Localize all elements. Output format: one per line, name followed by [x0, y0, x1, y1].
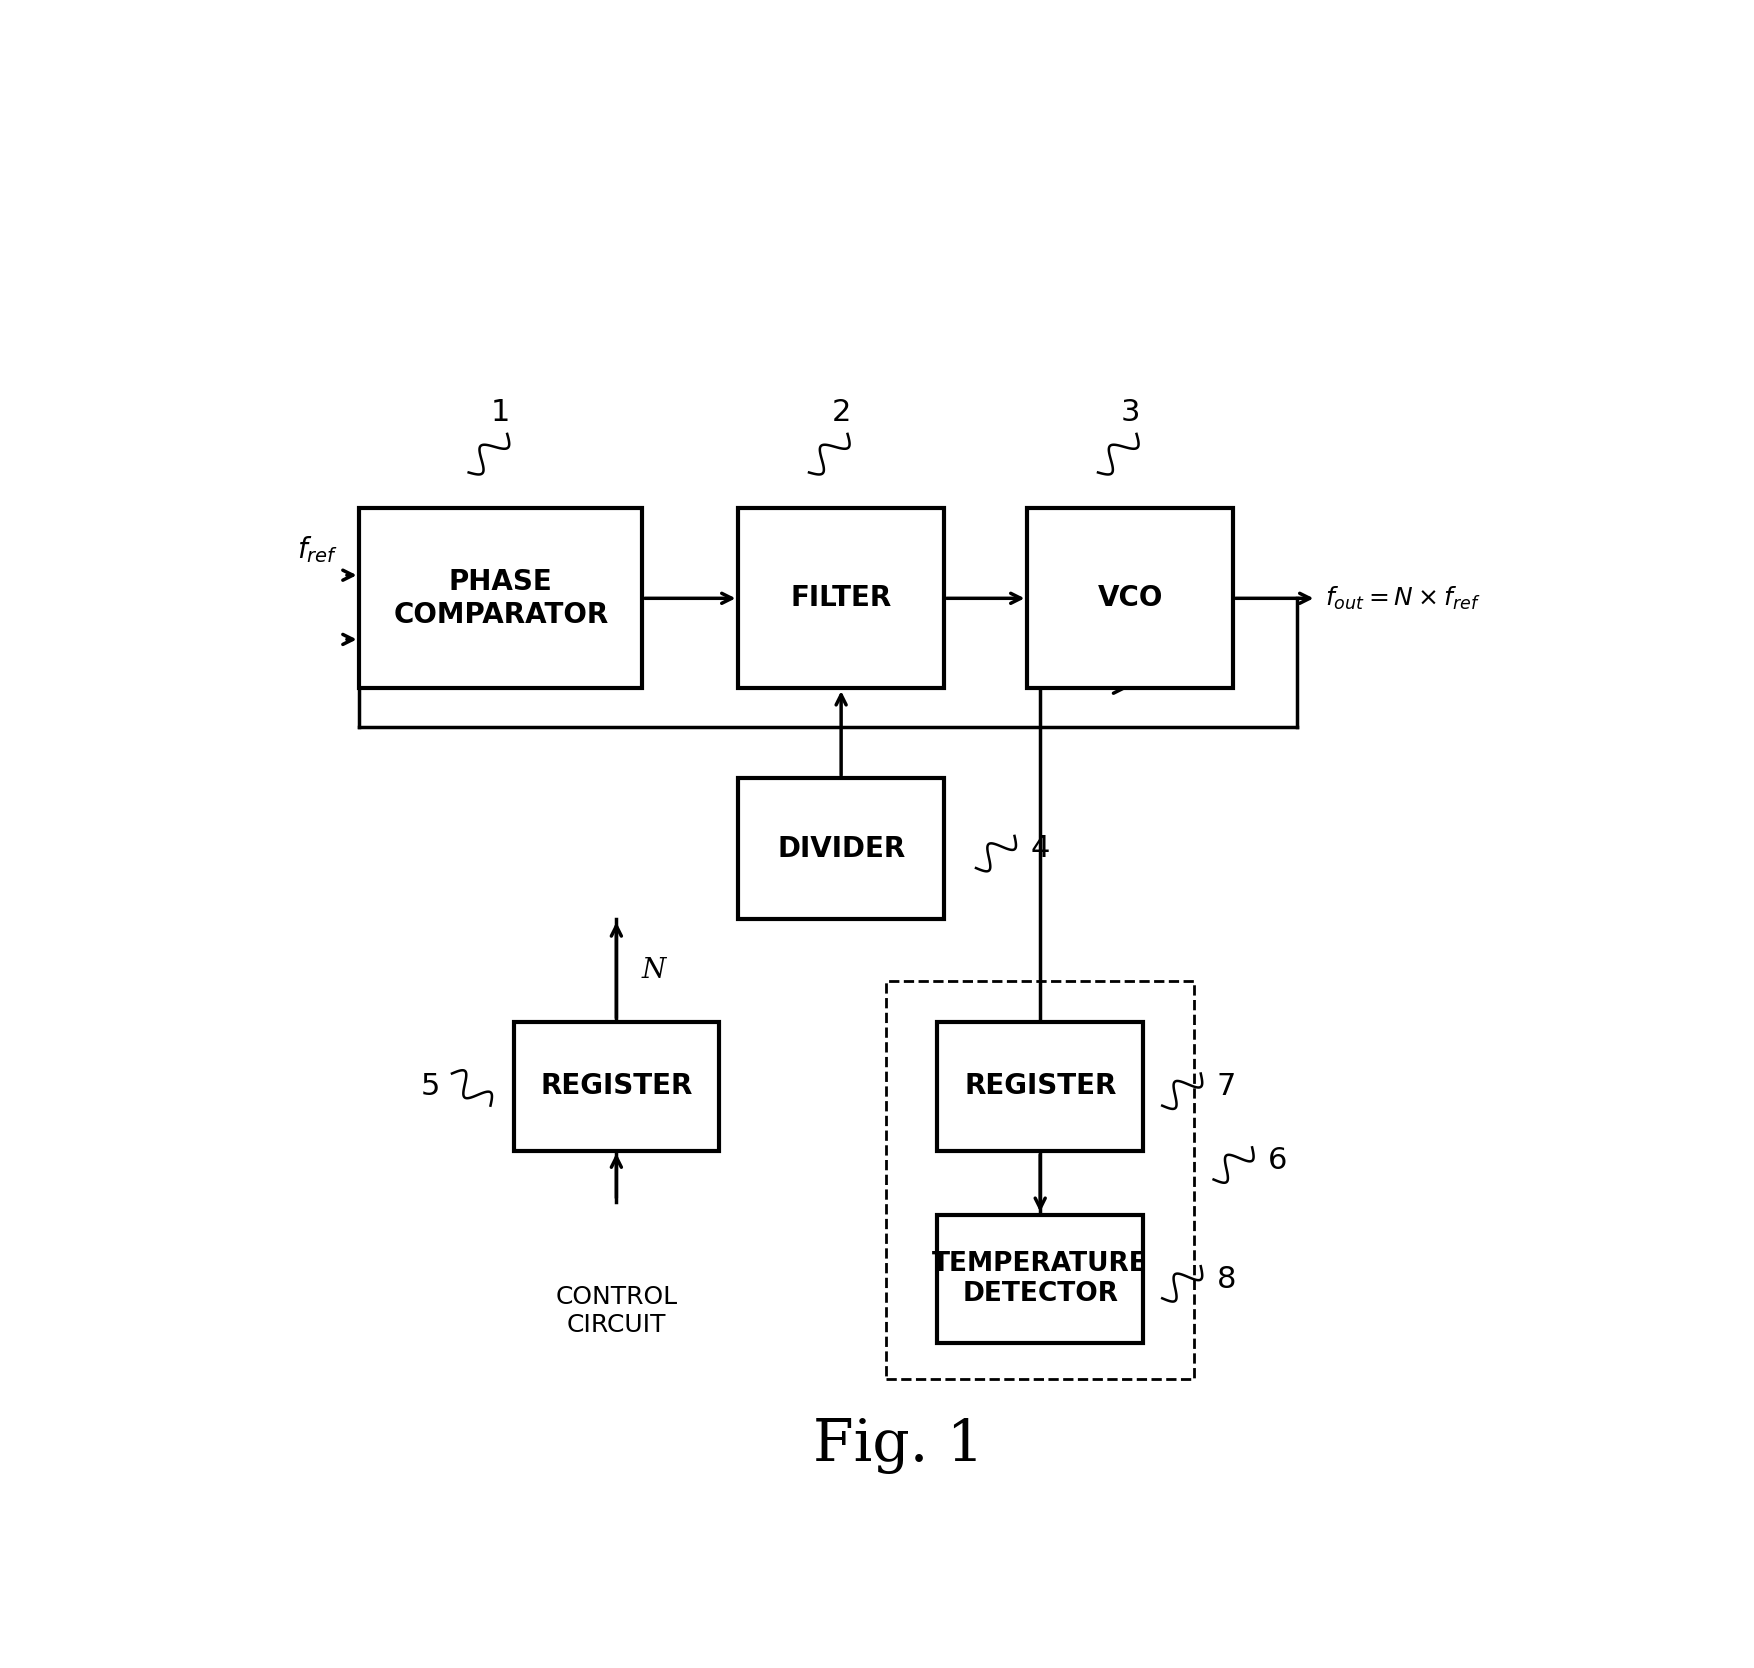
FancyBboxPatch shape	[738, 777, 944, 919]
Text: $f_{ref}$: $f_{ref}$	[296, 534, 339, 565]
FancyBboxPatch shape	[886, 981, 1194, 1379]
FancyBboxPatch shape	[937, 1022, 1144, 1151]
Text: TEMPERATURE
DETECTOR: TEMPERATURE DETECTOR	[933, 1251, 1149, 1308]
Text: 5: 5	[421, 1073, 440, 1101]
Text: 3: 3	[1121, 397, 1140, 427]
FancyBboxPatch shape	[1028, 509, 1233, 689]
Text: FILTER: FILTER	[791, 584, 891, 612]
Text: PHASE
COMPARATOR: PHASE COMPARATOR	[393, 569, 609, 629]
Text: 1: 1	[491, 397, 510, 427]
FancyBboxPatch shape	[514, 1022, 719, 1151]
FancyBboxPatch shape	[937, 1214, 1144, 1343]
FancyBboxPatch shape	[360, 509, 642, 689]
Text: DIVIDER: DIVIDER	[777, 834, 905, 862]
FancyBboxPatch shape	[738, 509, 944, 689]
Text: 7: 7	[1217, 1073, 1237, 1101]
Text: CONTROL
CIRCUIT: CONTROL CIRCUIT	[556, 1286, 677, 1338]
Text: 2: 2	[831, 397, 851, 427]
Text: 8: 8	[1217, 1264, 1237, 1293]
Text: REGISTER: REGISTER	[540, 1073, 693, 1101]
Text: N: N	[642, 957, 667, 984]
Text: 6: 6	[1268, 1146, 1287, 1174]
Text: $f_{out}=N\times f_{ref}$: $f_{out}=N\times f_{ref}$	[1326, 585, 1480, 612]
Text: REGISTER: REGISTER	[965, 1073, 1116, 1101]
Text: VCO: VCO	[1098, 584, 1163, 612]
Text: Fig. 1: Fig. 1	[814, 1418, 984, 1475]
Text: 4: 4	[1031, 834, 1051, 864]
